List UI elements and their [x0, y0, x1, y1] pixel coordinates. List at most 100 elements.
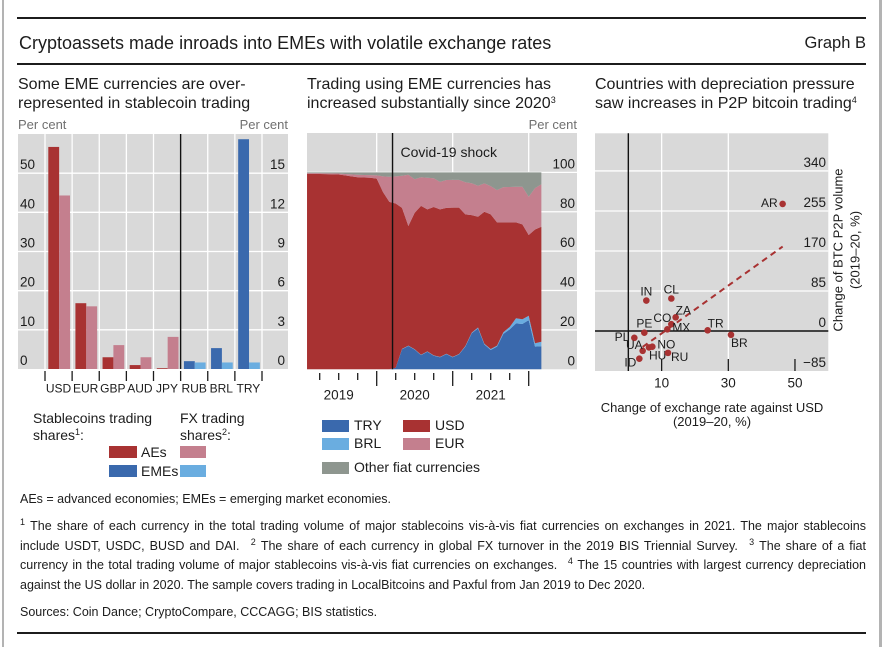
covid-shock-label: Covid-19 shock: [401, 144, 498, 160]
legend-label-try: TRY: [354, 417, 382, 433]
x-tick-label: EUR: [73, 382, 99, 396]
legend-suffix: :: [227, 427, 231, 443]
y-tick-label-right: 6: [277, 275, 285, 290]
legend-swatch-emes-fx: [180, 465, 206, 477]
right-axis-unit-label: Per cent: [528, 117, 577, 132]
y-tick-label-right: 3: [277, 314, 285, 329]
y-tick-label-right: 15: [270, 157, 285, 172]
legend-swatch-other: [322, 462, 349, 474]
legend-header-line: shares1:: [33, 427, 152, 444]
frame-left-border: [2, 0, 4, 647]
panel-3-title-line: saw increases in P2P bitcoin trading4: [595, 94, 857, 113]
y-tick-label-right: −85: [803, 355, 826, 370]
point-tr: [704, 326, 711, 334]
footnote-marker: 4: [567, 556, 573, 567]
legend-label-eur: EUR: [435, 435, 465, 451]
y-tick-label-left: 40: [20, 196, 35, 211]
panel-2-title-text: increased substantially since 2020: [307, 95, 551, 112]
bar-eur-fx: [86, 306, 98, 369]
legend-header-line: FX trading: [180, 410, 245, 426]
legend-swatch-try: [322, 420, 349, 432]
footnote-ref: 1: [75, 427, 81, 438]
legend-label-usd: USD: [435, 417, 465, 433]
frame-right-border: [879, 0, 882, 647]
footnote-marker: 3: [749, 536, 755, 547]
legend-swatch-usd: [403, 420, 430, 432]
x-axis-title: Change of exchange rate against USD: [601, 400, 824, 415]
legend-suffix: :: [80, 427, 84, 443]
bar-rub-fx: [194, 362, 206, 369]
x-tick-label: 30: [721, 376, 736, 391]
point-cl: [668, 295, 675, 302]
trend-line: [642, 245, 784, 348]
area-other-fiat-currencies: [307, 172, 542, 197]
legend-stablecoin-header: Stablecoins trading shares1:: [33, 410, 152, 444]
header-rule: [17, 63, 866, 65]
point-label: TR: [708, 316, 724, 330]
point-label: RU: [671, 350, 688, 364]
x-tick-label: BRL: [210, 382, 234, 396]
point-label: HU: [649, 348, 666, 362]
bar-rub-stablecoin: [183, 361, 195, 369]
y-tick-label-right: 170: [803, 235, 826, 250]
bar-gbp-fx: [113, 345, 125, 369]
bar-aud-fx: [140, 357, 152, 369]
bar-try-stablecoin: [238, 139, 250, 369]
y-tick-label-right: 340: [803, 155, 826, 170]
bar-gbp-stablecoin: [102, 357, 114, 369]
plot-area: [595, 133, 829, 371]
panel-2-title: Trading using EME currencies has increas…: [307, 75, 556, 113]
footnote-ref: 4: [851, 95, 857, 106]
y-tick-label-left: 20: [20, 275, 35, 290]
x-tick-label: GBP: [100, 382, 125, 396]
x-axis-title: (2019–20, %): [673, 414, 751, 429]
bar-try-fx: [249, 362, 260, 369]
y-tick-label-right: 12: [270, 196, 285, 211]
y-axis-title: (2019–20, %): [848, 211, 863, 289]
point-id: [636, 355, 643, 362]
legend-header-text: shares: [33, 427, 76, 443]
footnote-marker: 2: [250, 536, 256, 547]
chart-eme-trading-area: Covid-19 shock 2019 2020 2021 0 20 40 60 80 100: [307, 133, 577, 403]
bar-brl-fx: [221, 362, 233, 369]
legend-swatch-aes-fx: [180, 446, 206, 458]
legend-swatch-eur: [403, 438, 430, 450]
abbreviations-note: AEs = advanced economies; EMEs = emergin…: [20, 492, 392, 506]
y-tick-label-right: 0: [277, 353, 285, 368]
right-axis-unit-label: Per cent: [239, 117, 288, 132]
footnote-text: The share of each currency in global FX …: [260, 538, 738, 553]
bar-jpy-fx: [167, 336, 179, 369]
y-tick-label-right: 80: [560, 196, 575, 211]
point-ua: [639, 347, 646, 355]
bar-usd-stablecoin: [48, 146, 60, 369]
area-eur: [307, 173, 542, 235]
x-tick-label: 10: [654, 376, 669, 391]
area-usd: [307, 173, 542, 370]
legend-label-aes: AEs: [141, 443, 167, 460]
left-axis-unit-label: Per cent: [18, 117, 67, 132]
y-tick-label-right: 9: [277, 236, 285, 251]
y-tick-label-right: 60: [560, 235, 575, 250]
point-label: IN: [640, 285, 652, 299]
footnote-ref: 2: [222, 427, 228, 438]
panel-3-title: Countries with depreciation pressure saw…: [595, 75, 857, 113]
point-br: [727, 331, 735, 339]
chart1-marks: USD EUR GBP AUD JPY RUB BRL TRY 0 10 20 30 40 50 0 3 6 9 1…: [18, 134, 288, 396]
panel-2-title-line: increased substantially since 20203: [307, 94, 556, 113]
point-label: PL: [615, 330, 630, 344]
x-tick-label: 2021: [476, 388, 506, 403]
y-tick-label-left: 0: [20, 353, 28, 368]
y-tick-label-left: 10: [20, 314, 35, 329]
footnote-text: The share of each currency in the total …: [20, 519, 866, 553]
x-tick-label: TRY: [237, 382, 261, 396]
point-za: [672, 313, 679, 321]
y-tick-label-right: 0: [818, 315, 826, 330]
x-tick-label: RUB: [182, 382, 207, 396]
footnote-text: The share of a fiat currency in the tota…: [20, 538, 866, 573]
panel-3-title-text: saw increases in P2P bitcoin trading: [595, 95, 852, 112]
chart2-marks: Covid-19 shock 2019 2020 2021 0 20 40 60 80 100: [307, 133, 577, 403]
point-label: CL: [664, 283, 680, 297]
bar-usd-fx: [59, 195, 70, 369]
point-pl: [631, 334, 638, 342]
